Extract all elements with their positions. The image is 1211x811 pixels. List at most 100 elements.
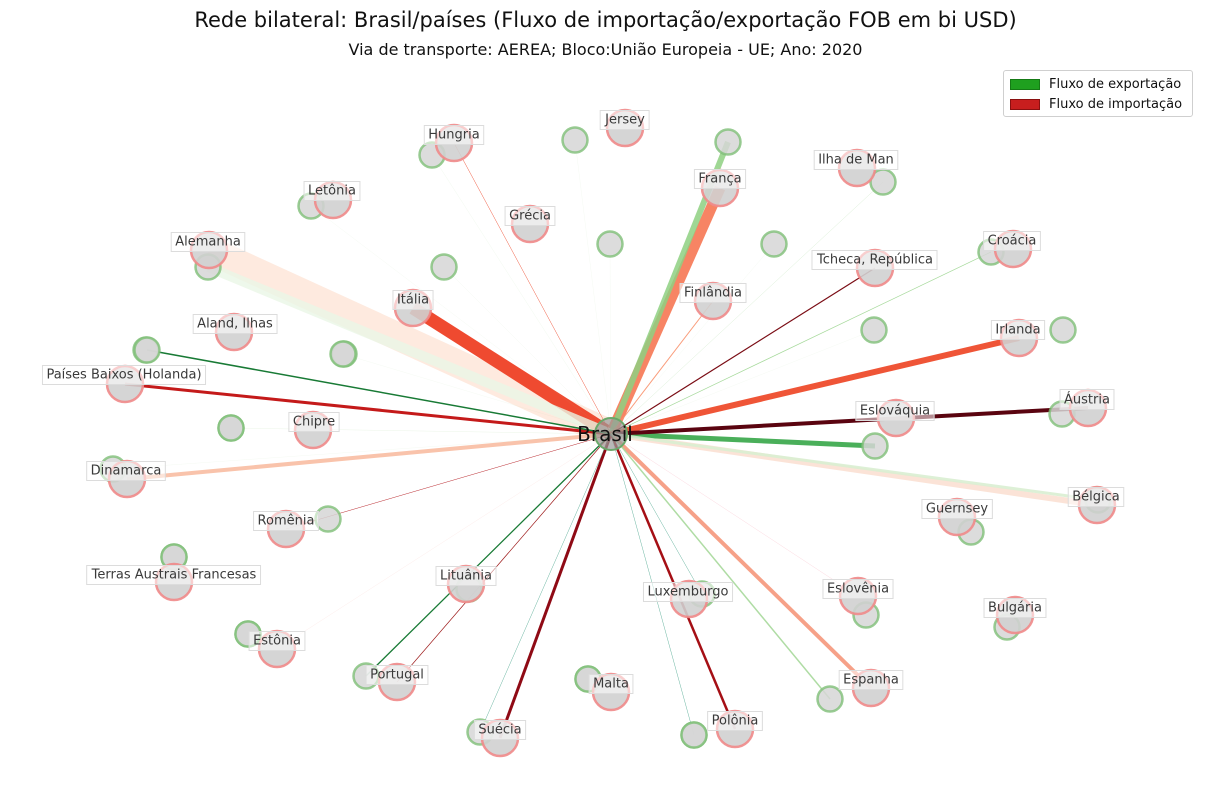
export-node-chipre — [217, 414, 245, 442]
country-label-box — [248, 631, 306, 651]
country-label-malta: Malta — [588, 674, 634, 694]
export-edge-letonia — [310, 205, 612, 435]
import-edge-suecia — [498, 433, 613, 739]
export-node-paises-baixos-holanda — [133, 336, 161, 364]
export-edge-luxemburgo — [610, 433, 703, 595]
country-label-italia: Itália — [392, 290, 434, 310]
legend: Fluxo de exportação Fluxo de importação — [1003, 70, 1193, 117]
country-label-letonia: Letônia — [303, 181, 361, 201]
country-label-box — [170, 232, 246, 252]
country-label-box — [679, 283, 747, 303]
import-edge-italia — [409, 302, 615, 440]
country-label-luxemburgo: Luxemburgo — [642, 582, 734, 602]
country-label-text: Guernsey — [926, 502, 988, 517]
legend-item-import: Fluxo de importação — [1010, 96, 1182, 112]
export-edge-belgica — [610, 432, 1099, 502]
country-label-alemanha: Alemanha — [170, 232, 246, 252]
import-edge-eslovenia — [610, 433, 859, 597]
country-label-box — [599, 110, 650, 130]
country-label-lituania: Lituânia — [435, 566, 497, 586]
country-label-text: Eslováquia — [860, 404, 930, 419]
country-label-romenia: Romênia — [253, 511, 319, 531]
edges-layer — [112, 139, 1099, 739]
country-label-box — [838, 670, 904, 690]
export-node-unlabeled-4 — [860, 316, 888, 344]
legend-export-label: Fluxo de exportação — [1049, 76, 1182, 92]
country-label-text: Hungria — [428, 128, 479, 143]
country-label-tcheca-republica: Tcheca, República — [811, 250, 938, 270]
export-edge-unlabeled-4 — [610, 329, 875, 435]
export-edge-espanha — [610, 433, 831, 700]
import-edge-austria — [610, 406, 1089, 436]
country-label-espanha: Espanha — [838, 670, 904, 690]
export-edge-alemanha — [206, 262, 613, 439]
country-label-text: Terras Austrais Francesas — [91, 568, 257, 583]
country-label-text: Itália — [397, 293, 429, 308]
export-node-unlabeled-0 — [561, 126, 589, 154]
legend-item-export: Fluxo de exportação — [1010, 76, 1181, 92]
import-edge-irlanda — [610, 335, 1020, 437]
import-edge-finlandia — [610, 300, 714, 435]
country-label-box — [392, 290, 434, 310]
country-label-box — [813, 150, 899, 170]
country-label-text: Lituânia — [440, 569, 492, 584]
export-node-unlabeled-2 — [596, 230, 624, 258]
export-edge-hungria — [431, 154, 612, 435]
import-swatch — [1010, 98, 1040, 110]
import-edge-polonia — [609, 433, 737, 730]
country-label-text: França — [698, 172, 741, 187]
country-label-text: Finlândia — [684, 286, 742, 301]
country-label-portugal: Portugal — [365, 665, 429, 685]
country-label-box — [990, 320, 1046, 340]
export-node-aland-ilhas — [329, 340, 357, 368]
labels-layer: Hungria Jersey França Ilha de Man Letônia Gré… — [41, 110, 1125, 740]
country-label-text: Grécia — [509, 209, 551, 224]
import-edge-portugal — [396, 433, 612, 683]
country-label-box — [855, 401, 935, 421]
country-label-box — [642, 582, 734, 602]
country-label-text: Alemanha — [175, 235, 241, 250]
country-label-suecia: Suécia — [473, 720, 527, 740]
hub-label: Brasil — [577, 422, 633, 446]
export-node-unlabeled-3 — [760, 230, 788, 258]
country-label-dinamarca: Dinamarca — [86, 461, 166, 481]
export-edge-unlabeled-2 — [609, 243, 612, 435]
export-edge-unlabeled-3 — [610, 243, 775, 435]
country-label-grecia: Grécia — [504, 206, 556, 226]
country-label-box — [303, 181, 361, 201]
export-node-franca — [714, 128, 742, 156]
country-label-box — [707, 711, 763, 731]
country-label-polonia: Polônia — [707, 711, 763, 731]
country-label-box — [1059, 389, 1115, 410]
country-label-estonia: Estônia — [248, 631, 306, 651]
country-label-box — [983, 231, 1041, 251]
country-label-box — [473, 720, 527, 740]
country-label-text: Aland, Ilhas — [197, 317, 273, 332]
country-label-box — [811, 250, 938, 270]
country-label-text: Dinamarca — [91, 464, 162, 479]
export-edge-aland-ilhas — [342, 353, 612, 435]
country-label-austria: Áustria — [1059, 389, 1115, 410]
country-label-text: Espanha — [843, 673, 899, 688]
export-swatch — [1010, 78, 1040, 90]
country-label-text: Irlanda — [995, 323, 1040, 338]
country-label-box — [1067, 487, 1125, 507]
country-label-franca: França — [693, 169, 747, 189]
country-label-box — [423, 125, 485, 145]
country-label-text: Tcheca, República — [816, 253, 933, 268]
country-label-ilha-de-man: Ilha de Man — [813, 150, 899, 170]
country-label-text: Malta — [593, 677, 629, 692]
country-label-text: Países Baixos (Holanda) — [46, 368, 201, 383]
country-label-box — [822, 579, 894, 599]
country-label-text: Polônia — [712, 714, 759, 729]
export-edge-unlabeled-0 — [574, 139, 612, 435]
country-label-text: Estônia — [253, 634, 301, 649]
country-label-chipre: Chipre — [288, 412, 340, 432]
country-label-irlanda: Irlanda — [990, 320, 1046, 340]
country-label-paises-baixos-holanda: Países Baixos (Holanda) — [41, 365, 207, 385]
export-node-irlanda — [1049, 316, 1077, 344]
country-label-guernsey: Guernsey — [921, 499, 993, 519]
export-edge-ilha-de-man — [610, 181, 884, 435]
chart-subtitle: Via de transporte: AEREA; Bloco:União Eu… — [348, 40, 863, 59]
export-edge-eslovaquia — [610, 431, 876, 449]
